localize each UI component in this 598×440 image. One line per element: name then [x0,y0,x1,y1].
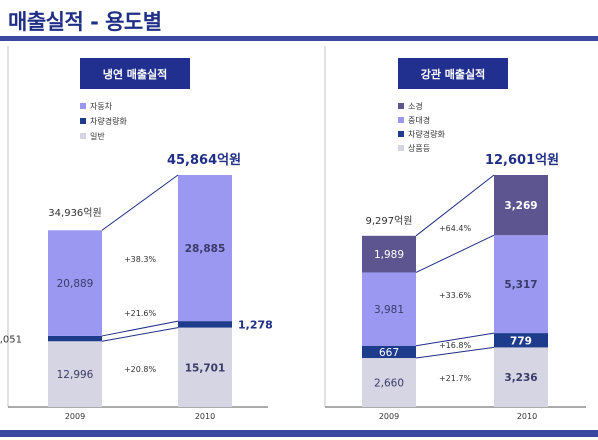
bar-segment [494,175,548,236]
right-legend: 소경 중대경 차량경량화 상품등 [398,101,445,153]
growth-label: +38.3% [124,255,157,264]
growth-label: +20.8% [124,365,157,374]
data-label: 12,996 [57,369,94,381]
legend-label-general: 일반 [90,132,105,141]
left-legend: 자동차 차량경량화 일반 [80,102,127,141]
legend-swatch-lightweight-pipe [398,131,404,137]
data-label: 2,660 [374,378,404,390]
total-label: 9,297억원 [365,215,412,227]
right-chart-title-box [398,58,508,89]
growth-label: +64.4% [439,224,472,233]
bar-segment [178,175,232,322]
total-label: 45,864억원 [167,153,241,168]
legend-swatch-small-dia [398,103,404,109]
data-label: 15,701 [185,362,226,374]
legend-swatch-merchandise [398,145,404,151]
bar-segment [362,272,416,346]
right-xtick-2010: 2010 [517,412,537,421]
bar-segment [362,235,416,273]
connector-line [101,327,179,342]
connector-line [415,346,495,359]
chart-marks: 12,996 1,051 20,889 15,701 1,278 28,885 34,936… [0,153,559,407]
legend-swatch-lightweight [80,118,86,124]
bar-segment [48,335,102,342]
connector-line [415,234,495,273]
right-xtick-2009: 2009 [379,412,399,421]
bar-segment [362,345,416,359]
total-label: 34,936억원 [48,207,101,219]
bar-segment [48,341,102,407]
growth-label: +21.7% [439,374,472,383]
page-title: 매출실적 - 용도별 [8,10,162,34]
data-label: 5,317 [504,279,537,291]
data-label: 667 [379,347,399,359]
connector-line [101,320,179,337]
growth-label: +21.6% [124,309,157,318]
legend-label-lightweight: 차량경량화 [90,116,127,126]
bottom-divider [0,430,598,437]
bar-segment [494,235,548,334]
data-label: 3,981 [374,304,404,316]
legend-swatch-auto [80,103,86,109]
bar-segment [178,327,232,407]
left-xtick-2009: 2009 [65,412,85,421]
connector-line [101,174,179,231]
legend-label-lightweight-pipe: 차량경량화 [408,129,445,139]
legend-swatch-general [80,133,86,139]
data-label: 1,989 [374,249,404,261]
connector-line [415,174,495,237]
total-label: 12,601억원 [485,153,559,168]
legend-label-auto: 자동차 [90,102,113,111]
data-label: 20,889 [57,278,94,290]
data-label: 28,885 [185,243,226,255]
data-label: 3,236 [504,372,537,384]
data-label: 779 [510,335,532,347]
left-chart-title-box [80,58,190,89]
title-divider [0,36,598,41]
bar-segment [48,230,102,336]
data-label: 3,269 [504,200,537,212]
right-chart-title: 강관 매출실적 [421,67,486,81]
growth-label: +33.6% [439,291,472,300]
legend-swatch-mid-large-dia [398,117,404,123]
bar-segment [178,321,232,328]
bar-segment [362,358,416,407]
bar-segment [494,333,548,348]
legend-label-mid-large-dia: 중대경 [408,115,430,125]
legend-label-merchandise: 상품등 [408,143,430,153]
left-xtick-2010: 2010 [195,412,215,421]
data-label: 1,278 [238,318,273,331]
growth-label: +16.8% [439,341,472,350]
left-chart-title: 냉연 매출실적 [103,67,168,81]
bar-segment [494,347,548,407]
legend-label-small-dia: 소경 [408,101,423,111]
connector-line [415,332,495,347]
data-label: 1,051 [0,335,22,346]
